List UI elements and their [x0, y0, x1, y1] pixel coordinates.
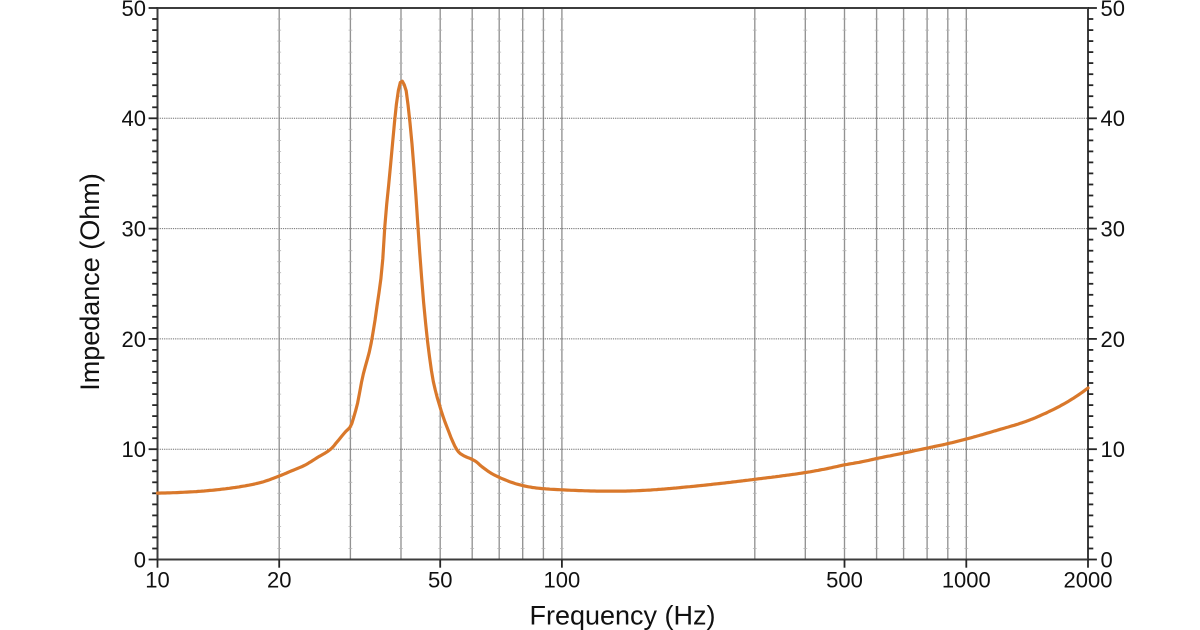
- svg-text:500: 500: [826, 568, 863, 593]
- svg-text:50: 50: [1101, 0, 1125, 21]
- svg-text:20: 20: [122, 327, 146, 352]
- svg-text:50: 50: [428, 568, 452, 593]
- svg-text:30: 30: [1101, 217, 1125, 242]
- svg-text:2000: 2000: [1064, 568, 1113, 593]
- svg-text:50: 50: [122, 0, 146, 21]
- svg-text:20: 20: [267, 568, 291, 593]
- svg-text:Frequency (Hz): Frequency (Hz): [529, 601, 715, 630]
- svg-text:20: 20: [1101, 327, 1125, 352]
- svg-text:10: 10: [145, 568, 169, 593]
- svg-text:40: 40: [122, 106, 146, 131]
- svg-text:30: 30: [122, 217, 146, 242]
- svg-text:40: 40: [1101, 106, 1125, 131]
- svg-text:100: 100: [544, 568, 581, 593]
- svg-text:0: 0: [1101, 547, 1113, 572]
- svg-text:1000: 1000: [942, 568, 991, 593]
- svg-text:10: 10: [122, 437, 146, 462]
- svg-text:10: 10: [1101, 437, 1125, 462]
- svg-text:0: 0: [134, 547, 146, 572]
- svg-text:Impedance (Ohm): Impedance (Ohm): [75, 173, 105, 391]
